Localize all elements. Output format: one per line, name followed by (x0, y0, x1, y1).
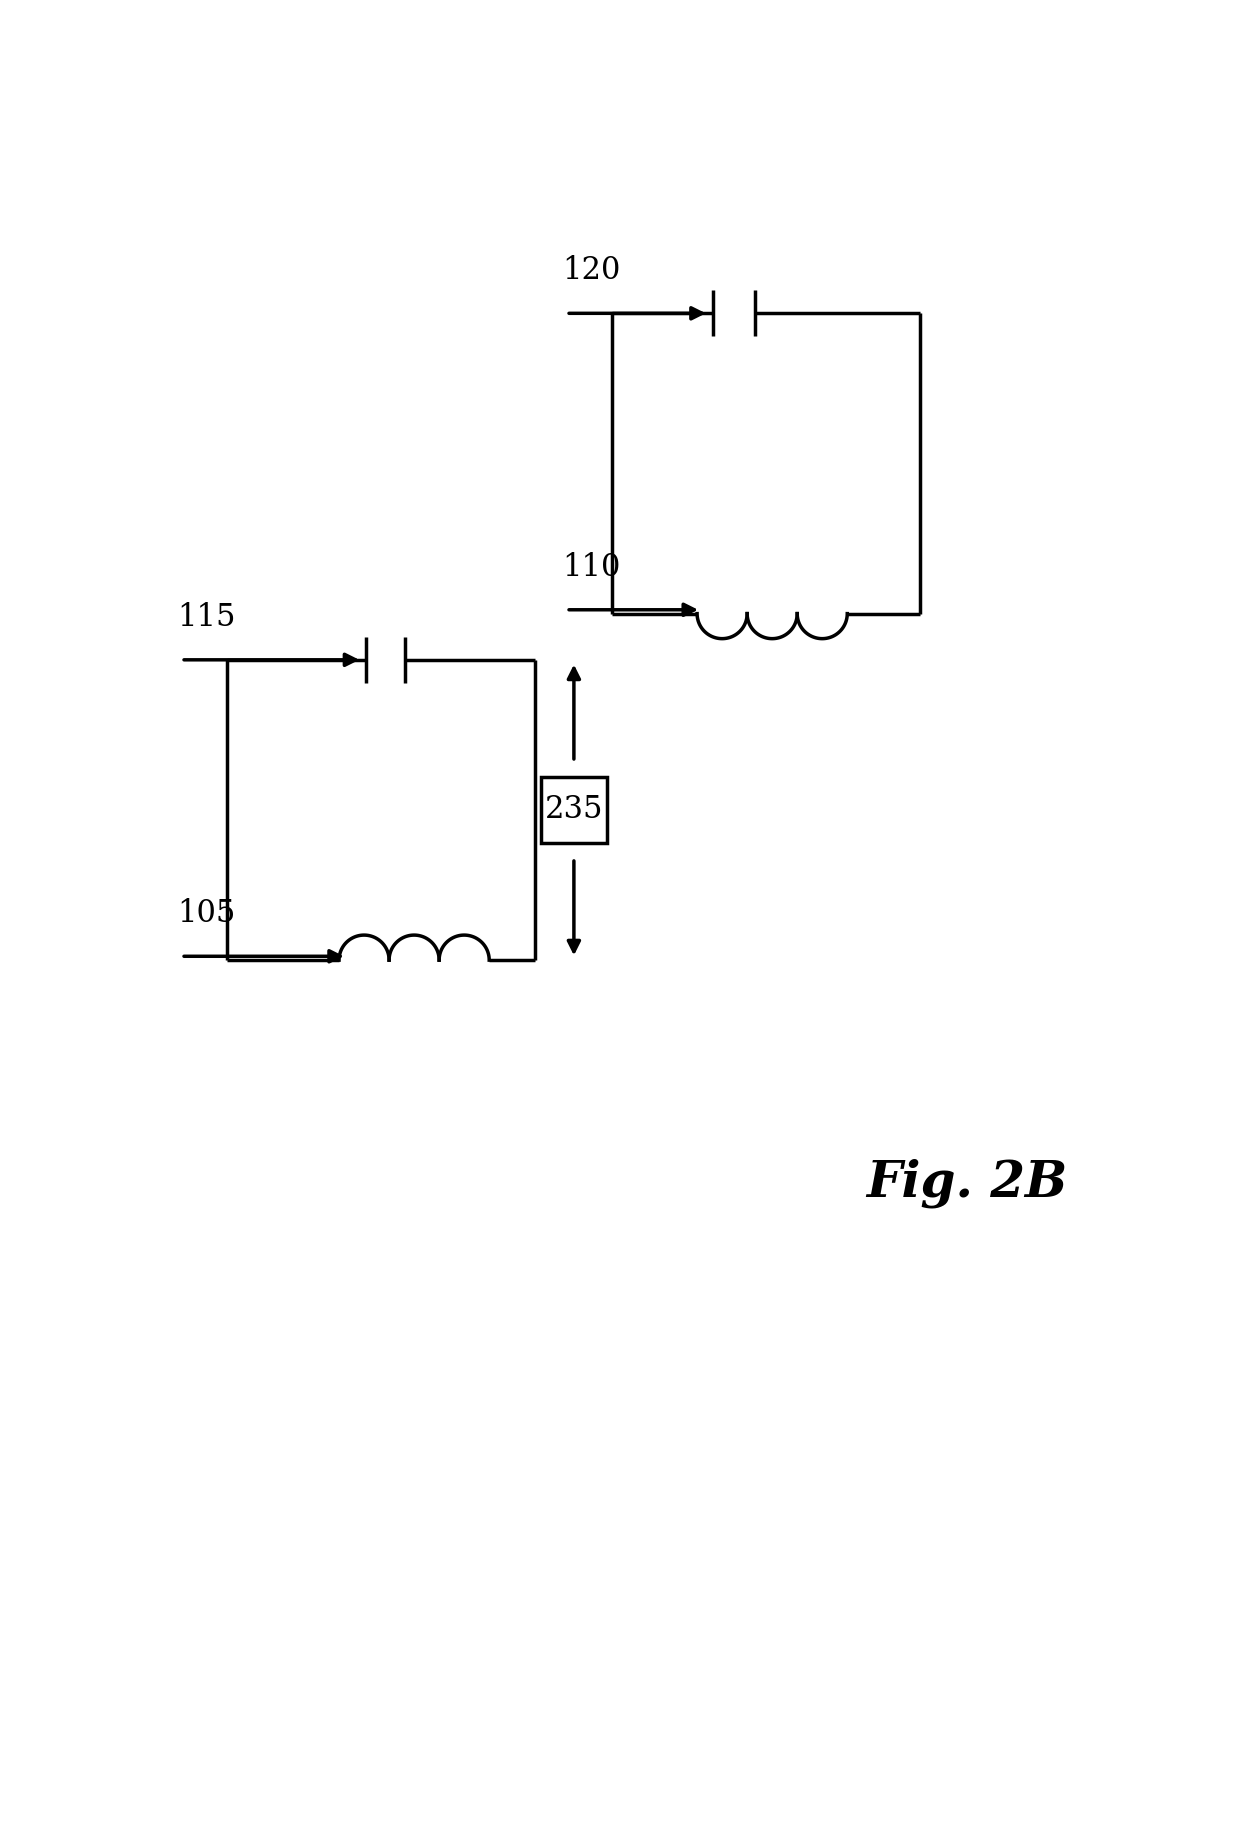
Text: 115: 115 (177, 602, 236, 633)
Text: 120: 120 (563, 256, 621, 287)
Text: Fig. 2B: Fig. 2B (866, 1158, 1068, 1208)
Text: 105: 105 (177, 898, 236, 930)
Text: 235: 235 (544, 795, 603, 825)
Text: 110: 110 (563, 552, 621, 584)
Bar (541, 777, 606, 843)
